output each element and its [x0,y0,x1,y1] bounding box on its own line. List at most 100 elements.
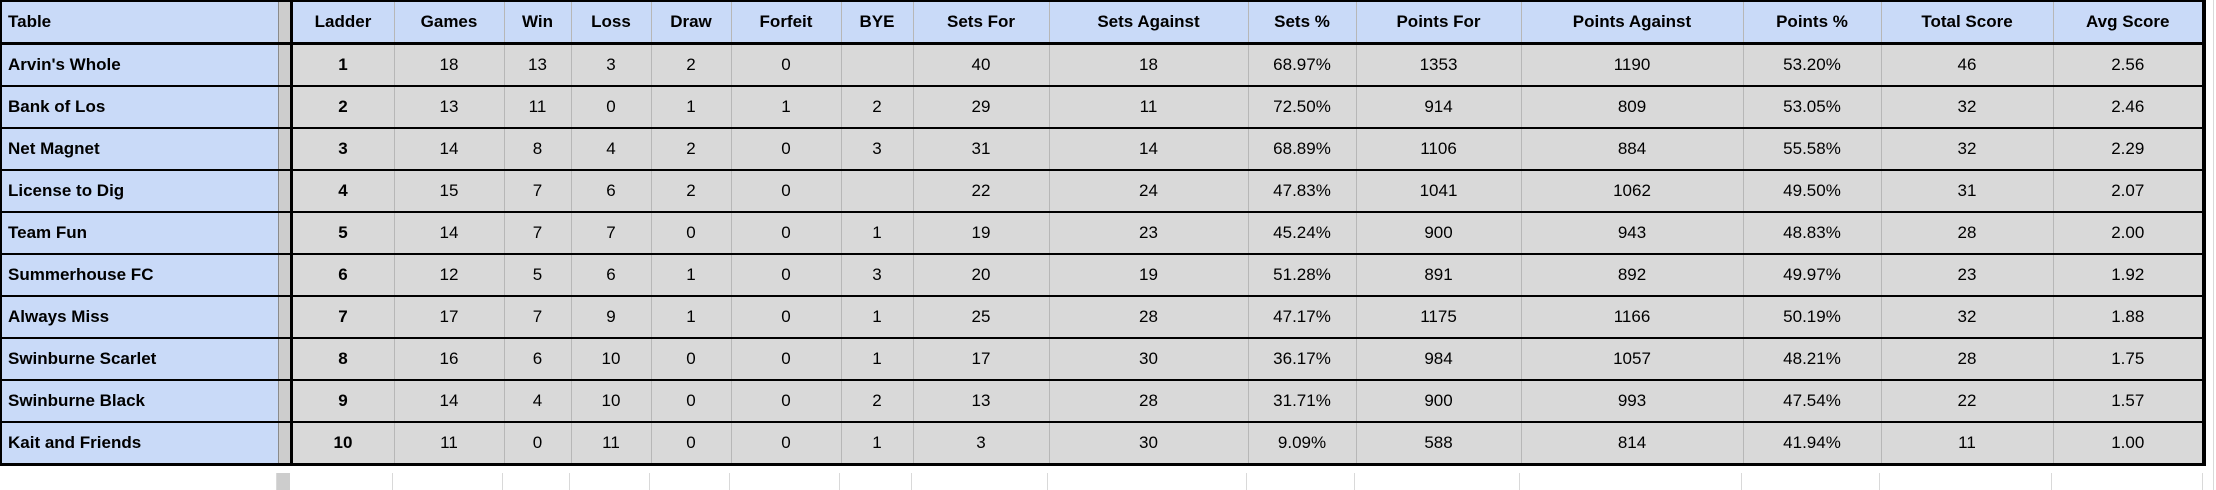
cell-draw[interactable]: 1 [650,295,731,338]
cell-sets_pct[interactable]: 45.24% [1247,211,1356,254]
cell-points_pct[interactable]: 49.50% [1742,169,1881,212]
cell-bye[interactable] [840,42,913,86]
cell-loss[interactable]: 10 [570,379,651,422]
cell-forfeit[interactable]: 0 [730,337,841,380]
cell-ladder[interactable]: 7 [289,295,394,338]
cell-sets_for[interactable]: 13 [912,379,1049,422]
cell-points_for[interactable]: 891 [1355,253,1521,296]
empty-sheet-cell[interactable] [503,473,570,490]
cell-total_score[interactable]: 11 [1880,421,2053,466]
cell-win[interactable]: 7 [503,295,571,338]
cell-points_pct[interactable]: 48.21% [1742,337,1881,380]
cell-points_for[interactable]: 984 [1355,337,1521,380]
cell-games[interactable]: 17 [393,295,504,338]
cell-games[interactable]: 14 [393,127,504,170]
cell-sets_for[interactable]: 19 [912,211,1049,254]
cell-points_for[interactable]: 900 [1355,379,1521,422]
cell-loss[interactable]: 6 [570,253,651,296]
cell-points_against[interactable]: 809 [1520,85,1743,128]
cell-bye[interactable]: 1 [840,337,913,380]
cell-sets_against[interactable]: 30 [1048,337,1248,380]
cell-win[interactable]: 13 [503,42,571,86]
cell-bye[interactable]: 2 [840,85,913,128]
cell-ladder[interactable]: 9 [289,379,394,422]
cell-games[interactable]: 14 [393,379,504,422]
cell-loss[interactable]: 7 [570,211,651,254]
cell-forfeit[interactable]: 0 [730,253,841,296]
separator-cell[interactable] [278,169,291,212]
cell-points_for[interactable]: 914 [1355,85,1521,128]
team-name-cell[interactable]: Team Fun [0,211,279,254]
team-name-cell[interactable]: Summerhouse FC [0,253,279,296]
empty-sheet-cell[interactable] [1880,473,2052,490]
empty-sheet-cell[interactable] [730,473,840,490]
cell-total_score[interactable]: 32 [1880,127,2053,170]
cell-total_score[interactable]: 46 [1880,42,2053,86]
header-cell-points_for[interactable]: Points For [1355,0,1521,45]
team-name-cell[interactable]: Swinburne Scarlet [0,337,279,380]
header-separator-cell[interactable] [278,0,291,45]
cell-points_pct[interactable]: 50.19% [1742,295,1881,338]
cell-forfeit[interactable]: 0 [730,42,841,86]
cell-draw[interactable]: 2 [650,169,731,212]
cell-games[interactable]: 15 [393,169,504,212]
separator-cell[interactable] [278,85,291,128]
cell-sets_for[interactable]: 29 [912,85,1049,128]
cell-ladder[interactable]: 3 [289,127,394,170]
cell-loss[interactable]: 10 [570,337,651,380]
header-cell-bye[interactable]: BYE [840,0,913,45]
cell-draw[interactable]: 0 [650,421,731,466]
cell-sets_pct[interactable]: 72.50% [1247,85,1356,128]
cell-games[interactable]: 16 [393,337,504,380]
cell-bye[interactable]: 3 [840,127,913,170]
empty-sheet-cell[interactable] [1355,473,1520,490]
cell-avg_score[interactable]: 1.75 [2052,337,2206,380]
empty-sheet-cell[interactable] [1048,473,1247,490]
team-name-cell[interactable]: Arvin's Whole [0,42,279,86]
cell-win[interactable]: 11 [503,85,571,128]
cell-loss[interactable]: 0 [570,85,651,128]
cell-sets_pct[interactable]: 31.71% [1247,379,1356,422]
cell-avg_score[interactable]: 2.29 [2052,127,2206,170]
header-cell-name[interactable]: Table [0,0,279,45]
cell-points_pct[interactable]: 53.05% [1742,85,1881,128]
cell-total_score[interactable]: 28 [1880,337,2053,380]
cell-sets_pct[interactable]: 47.17% [1247,295,1356,338]
cell-win[interactable]: 7 [503,169,571,212]
cell-sets_for[interactable]: 22 [912,169,1049,212]
header-cell-avg_score[interactable]: Avg Score [2052,0,2206,45]
cell-games[interactable]: 11 [393,421,504,466]
cell-games[interactable]: 14 [393,211,504,254]
cell-total_score[interactable]: 31 [1880,169,2053,212]
cell-sets_for[interactable]: 40 [912,42,1049,86]
cell-draw[interactable]: 2 [650,42,731,86]
cell-sets_against[interactable]: 14 [1048,127,1248,170]
cell-loss[interactable]: 4 [570,127,651,170]
separator-cell[interactable] [278,42,291,86]
cell-points_against[interactable]: 814 [1520,421,1743,466]
cell-sets_against[interactable]: 11 [1048,85,1248,128]
cell-avg_score[interactable]: 2.56 [2052,42,2206,86]
cell-bye[interactable]: 1 [840,421,913,466]
team-name-cell[interactable]: Swinburne Black [0,379,279,422]
cell-sets_against[interactable]: 28 [1048,379,1248,422]
cell-avg_score[interactable]: 1.57 [2052,379,2206,422]
header-cell-ladder[interactable]: Ladder [289,0,394,45]
header-cell-sets_for[interactable]: Sets For [912,0,1049,45]
cell-avg_score[interactable]: 2.46 [2052,85,2206,128]
cell-forfeit[interactable]: 0 [730,127,841,170]
empty-sheet-cell[interactable] [912,473,1048,490]
cell-points_against[interactable]: 1057 [1520,337,1743,380]
cell-loss[interactable]: 6 [570,169,651,212]
cell-sets_pct[interactable]: 68.97% [1247,42,1356,86]
cell-sets_for[interactable]: 17 [912,337,1049,380]
empty-sheet-cell[interactable] [570,473,650,490]
cell-ladder[interactable]: 6 [289,253,394,296]
cell-total_score[interactable]: 32 [1880,85,2053,128]
cell-avg_score[interactable]: 1.00 [2052,421,2206,466]
header-cell-games[interactable]: Games [393,0,504,45]
cell-loss[interactable]: 9 [570,295,651,338]
header-cell-loss[interactable]: Loss [570,0,651,45]
cell-games[interactable]: 12 [393,253,504,296]
team-name-cell[interactable]: Net Magnet [0,127,279,170]
